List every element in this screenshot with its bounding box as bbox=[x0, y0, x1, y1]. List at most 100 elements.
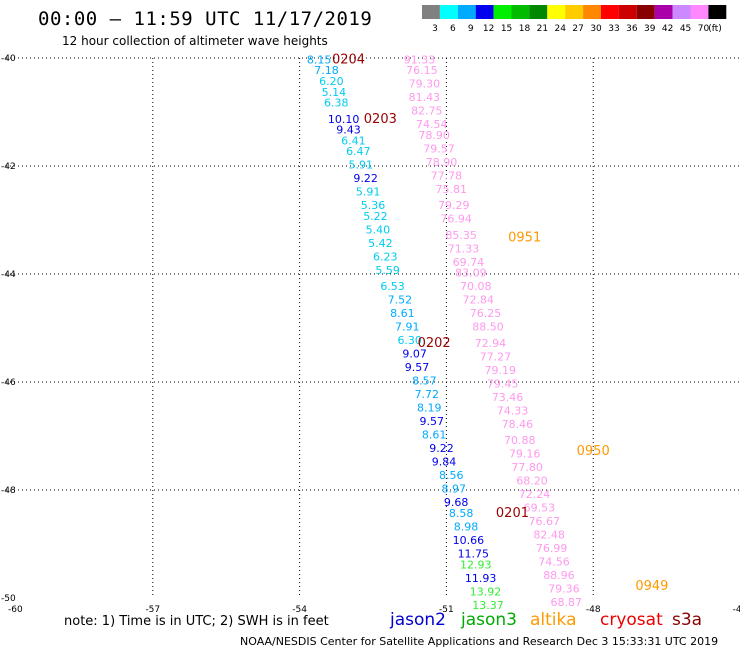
legend-swatch bbox=[654, 5, 673, 19]
x-tick-label: -45 bbox=[733, 605, 740, 615]
wave-height-value: 5.14 bbox=[322, 86, 347, 99]
wave-height-value: 6.30 bbox=[397, 334, 422, 347]
wave-height-value: 78.46 bbox=[502, 418, 534, 431]
wave-height-value: 5.42 bbox=[368, 237, 393, 250]
wave-height-value: 9.07 bbox=[402, 348, 427, 361]
wave-height-value: 13.92 bbox=[470, 585, 502, 598]
legend-swatch bbox=[618, 5, 637, 19]
wave-height-value: 72.84 bbox=[462, 294, 494, 307]
legend-bin-label: 33 bbox=[608, 24, 619, 34]
wave-height-value: 5.91 bbox=[356, 186, 381, 199]
wave-height-value: 76.94 bbox=[440, 213, 472, 226]
chart-title: 00:00 – 11:59 UTC 11/17/2019 bbox=[38, 8, 373, 30]
wave-height-value: 10.66 bbox=[453, 534, 485, 547]
y-tick-label: -46 bbox=[1, 378, 16, 388]
wave-height-value: 79.30 bbox=[409, 78, 441, 91]
wave-height-value: 9.57 bbox=[419, 415, 444, 428]
pass-time-label: 0951 bbox=[508, 231, 541, 246]
wave-height-value: 83.09 bbox=[455, 267, 487, 280]
legend-swatch bbox=[511, 5, 530, 19]
mission-label-jason2: jason2 bbox=[390, 610, 446, 630]
wave-height-value: 88.96 bbox=[543, 569, 575, 582]
wave-height-value: 88.50 bbox=[472, 321, 504, 334]
legend-unit: (ft) bbox=[708, 24, 722, 34]
wave-height-value: 78.90 bbox=[418, 129, 450, 142]
wave-height-value: 81.43 bbox=[409, 91, 441, 104]
wave-height-value: 6.53 bbox=[380, 280, 405, 293]
wave-height-value: 8.58 bbox=[449, 507, 474, 520]
wave-height-value: 7.52 bbox=[388, 294, 413, 307]
legend-bin-label: 24 bbox=[555, 24, 567, 34]
wave-height-value: 76.15 bbox=[406, 64, 438, 77]
pass-time-label: 0949 bbox=[635, 579, 668, 594]
wave-height-value: 70.88 bbox=[504, 434, 536, 447]
wave-height-value: 8.98 bbox=[454, 521, 479, 534]
wave-height-value: 9.22 bbox=[353, 172, 378, 185]
wave-height-value: 9.84 bbox=[432, 456, 457, 469]
wave-height-value: 7.18 bbox=[314, 64, 339, 77]
wave-height-value: 74.33 bbox=[497, 404, 529, 417]
wave-height-value: 7.72 bbox=[415, 388, 440, 401]
wave-height-value: 74.54 bbox=[416, 118, 448, 131]
wave-height-value: 79.57 bbox=[423, 143, 455, 156]
mission-label-s3a: s3a bbox=[672, 610, 703, 630]
wave-height-value: 10.10 bbox=[328, 113, 360, 126]
wave-height-value: 9.57 bbox=[405, 361, 430, 374]
wave-height-value: 76.25 bbox=[470, 307, 502, 320]
pass-time-label: 0950 bbox=[577, 444, 610, 459]
mission-label-cryosat: cryosat bbox=[600, 610, 663, 630]
legend-bin-label: 18 bbox=[519, 24, 531, 34]
wave-height-value: 5.40 bbox=[366, 224, 391, 237]
wave-height-value: 78.90 bbox=[426, 156, 458, 169]
wave-height-value: 5.91 bbox=[349, 159, 374, 172]
pass-time-label: 0203 bbox=[364, 112, 397, 127]
legend-bin-label: 21 bbox=[537, 24, 548, 34]
y-tick-label: -42 bbox=[1, 162, 16, 172]
wave-height-value: 6.41 bbox=[341, 134, 366, 147]
legend-bin-label: 27 bbox=[572, 24, 583, 34]
y-tick-label: -40 bbox=[1, 54, 16, 64]
x-tick-label: -57 bbox=[145, 605, 160, 615]
legend-bin-label: 45 bbox=[680, 24, 691, 34]
mission-label-jason3: jason3 bbox=[461, 610, 517, 630]
y-tick-label: -50 bbox=[1, 594, 16, 604]
wave-height-value: 11.93 bbox=[465, 572, 497, 585]
wave-height-value: 77.27 bbox=[480, 350, 512, 363]
wave-height-value: 8.15 bbox=[307, 53, 332, 66]
wave-height-value: 8.61 bbox=[422, 429, 447, 442]
footnote: note: 1) Time is in UTC; 2) SWH is in fe… bbox=[64, 614, 329, 629]
pass-time-label: 0202 bbox=[418, 336, 451, 351]
x-tick-label: -54 bbox=[292, 605, 307, 615]
legend-swatch bbox=[565, 5, 584, 19]
wave-height-value: 77.78 bbox=[431, 170, 463, 183]
x-tick-label: -51 bbox=[439, 605, 454, 615]
wave-height-value: 77.80 bbox=[511, 461, 543, 474]
wave-height-value: 72.94 bbox=[475, 337, 507, 350]
wave-height-value: 82.75 bbox=[411, 105, 443, 118]
wave-height-value: 73.46 bbox=[492, 391, 524, 404]
wave-height-value: 85.35 bbox=[445, 229, 477, 242]
pass-time-label: 0204 bbox=[332, 52, 365, 67]
wave-height-value: 79.16 bbox=[509, 448, 541, 461]
legend-swatch bbox=[601, 5, 619, 19]
legend-swatch bbox=[708, 5, 727, 19]
wave-height-value: 76.67 bbox=[529, 515, 561, 528]
wave-height-value: 69.74 bbox=[453, 256, 485, 269]
wave-height-value: 71.33 bbox=[448, 242, 480, 255]
wave-height-value: 8.19 bbox=[417, 402, 442, 415]
wave-height-value: 8.61 bbox=[390, 307, 415, 320]
x-tick-label: -60 bbox=[8, 605, 23, 615]
legend-swatch bbox=[475, 5, 494, 19]
legend-bin-label: 42 bbox=[662, 24, 673, 34]
wave-height-value: 6.23 bbox=[373, 251, 398, 264]
credit-line: NOAA/NESDIS Center for Satellite Applica… bbox=[240, 635, 719, 648]
color-legend: 3 6 9 12 15 18 21 24 27 30 33 36 39 42 45 70 (ft) bbox=[422, 5, 727, 34]
wave-height-value: 69.53 bbox=[524, 502, 556, 515]
legend-bin-label: 15 bbox=[501, 24, 512, 34]
wave-height-value: 8.56 bbox=[439, 469, 464, 482]
wave-height-value: 79.19 bbox=[484, 364, 516, 377]
wave-height-value: 91.33 bbox=[404, 53, 436, 66]
mission-label-altika: altika bbox=[530, 610, 577, 630]
